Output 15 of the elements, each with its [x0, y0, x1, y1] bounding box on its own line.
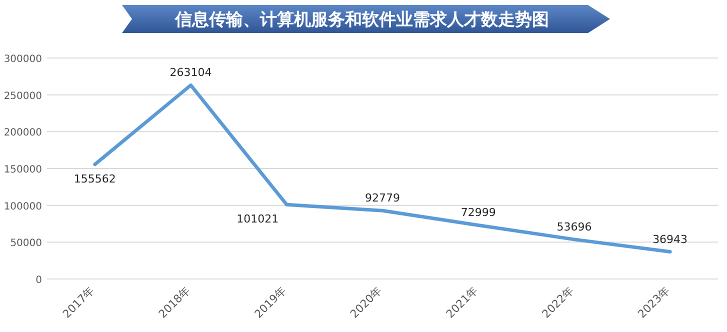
data-label: 101021 — [236, 212, 279, 226]
data-label: 36943 — [652, 232, 688, 246]
data-label: 155562 — [74, 172, 116, 186]
chart-title: 信息传输、计算机服务和软件业需求人才数走势图 — [174, 10, 549, 30]
y-tick-label: 100000 — [4, 201, 42, 212]
y-tick-label: 250000 — [4, 90, 42, 102]
data-label: 263104 — [170, 66, 212, 80]
y-tick-label: 150000 — [4, 164, 42, 176]
data-label: 53696 — [556, 220, 592, 234]
data-label: 92779 — [365, 192, 400, 205]
y-tick-label: 300000 — [4, 54, 42, 65]
y-tick-label: 0 — [36, 275, 42, 286]
y-tick-label: 50000 — [10, 238, 42, 250]
data-label: 72999 — [460, 206, 496, 220]
y-tick-label: 200000 — [4, 128, 42, 139]
